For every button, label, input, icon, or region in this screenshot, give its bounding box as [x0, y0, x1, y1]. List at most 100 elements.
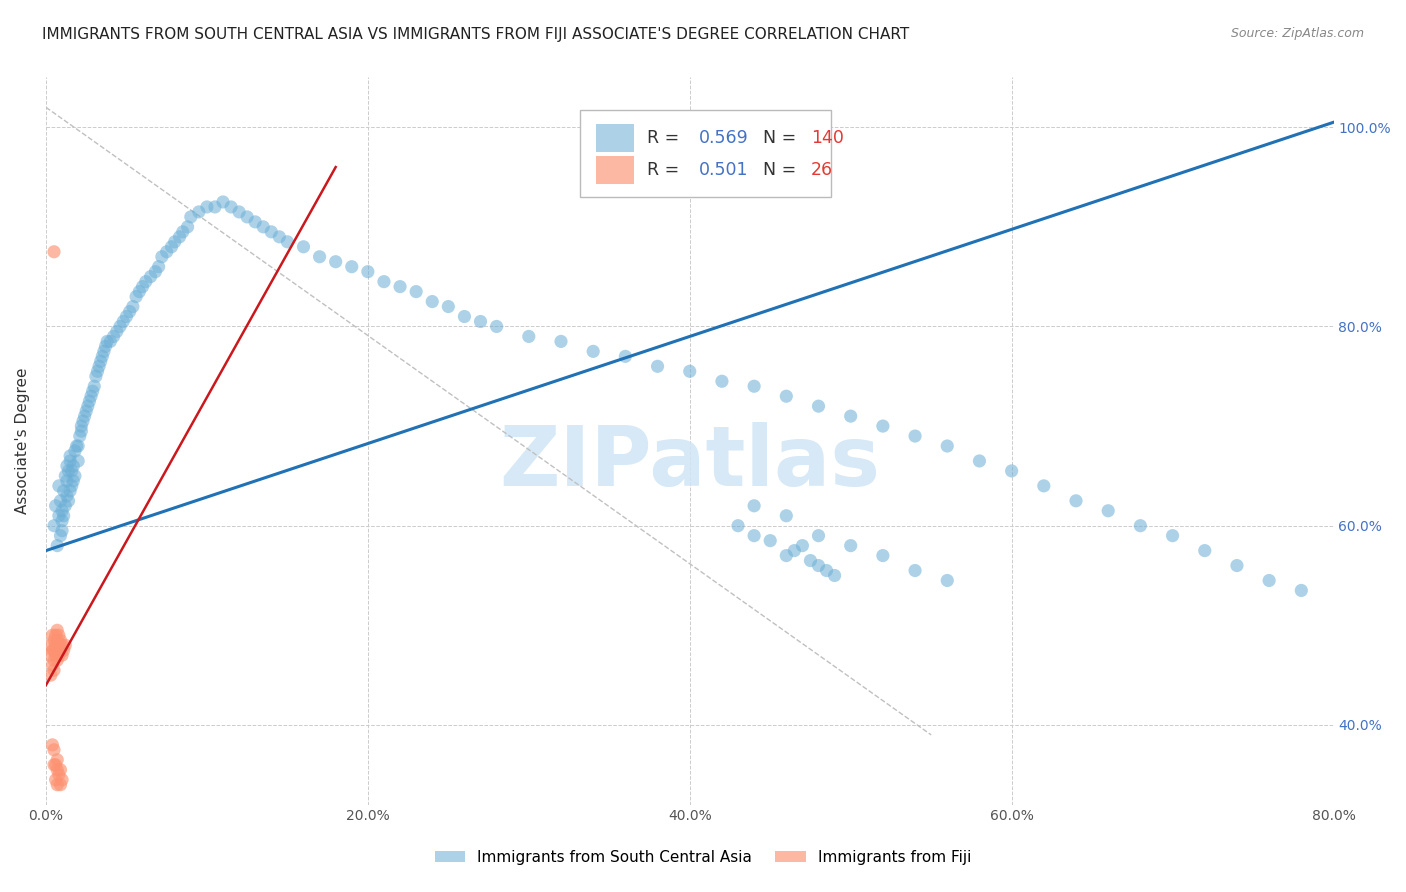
Point	[41, 738, 63, 752]
Y-axis label: Associate's Degree: Associate's Degree	[15, 368, 30, 515]
Point	[63, 469, 86, 483]
Point	[783, 543, 806, 558]
Point	[759, 533, 782, 548]
Point	[1226, 558, 1249, 573]
Point	[96, 334, 118, 349]
Point	[260, 225, 283, 239]
Point	[48, 479, 70, 493]
Point	[42, 663, 65, 677]
Point	[46, 539, 69, 553]
Point	[118, 304, 141, 318]
Point	[42, 518, 65, 533]
Point	[245, 215, 267, 229]
Text: N =: N =	[763, 161, 801, 178]
Point	[90, 354, 112, 368]
Point	[73, 409, 96, 424]
Point	[52, 483, 75, 498]
Point	[63, 444, 86, 458]
Point	[824, 568, 846, 582]
Point	[80, 389, 103, 403]
Point	[49, 529, 72, 543]
Point	[51, 524, 73, 538]
Point	[807, 399, 830, 413]
Point	[108, 319, 131, 334]
Point	[163, 235, 186, 249]
Point	[70, 424, 93, 438]
Point	[48, 648, 70, 663]
Point	[59, 449, 82, 463]
Point	[49, 778, 72, 792]
Point	[131, 279, 153, 293]
Point	[62, 474, 84, 488]
Text: N =: N =	[763, 128, 801, 147]
Point	[839, 409, 862, 424]
Point	[373, 275, 395, 289]
Point	[70, 419, 93, 434]
Point	[51, 514, 73, 528]
Text: Source: ZipAtlas.com: Source: ZipAtlas.com	[1230, 27, 1364, 40]
Point	[45, 757, 67, 772]
Text: R =: R =	[647, 128, 685, 147]
Point	[292, 240, 315, 254]
Point	[103, 329, 125, 343]
Point	[115, 310, 138, 324]
Point	[904, 564, 927, 578]
Point	[49, 633, 72, 648]
Text: 0.501: 0.501	[699, 161, 748, 178]
Point	[82, 384, 104, 399]
Point	[59, 483, 82, 498]
Point	[936, 439, 959, 453]
Point	[807, 529, 830, 543]
Point	[46, 653, 69, 667]
Point	[105, 325, 128, 339]
Point	[187, 205, 209, 219]
Point	[872, 419, 894, 434]
Point	[389, 279, 412, 293]
Point	[41, 658, 63, 673]
Text: 0.569: 0.569	[699, 128, 748, 147]
Point	[325, 254, 347, 268]
Point	[815, 564, 838, 578]
Text: 26: 26	[811, 161, 832, 178]
Point	[62, 458, 84, 473]
Point	[72, 414, 94, 428]
Point	[51, 638, 73, 652]
Point	[169, 229, 191, 244]
Text: R =: R =	[647, 161, 685, 178]
Point	[84, 369, 107, 384]
Point	[122, 300, 145, 314]
Point	[1001, 464, 1024, 478]
Point	[56, 489, 79, 503]
Point	[969, 454, 991, 468]
Point	[60, 479, 83, 493]
Point	[904, 429, 927, 443]
Point	[252, 219, 274, 234]
Point	[58, 464, 80, 478]
Point	[46, 624, 69, 638]
Point	[148, 260, 170, 274]
Point	[128, 285, 150, 299]
Point	[742, 379, 765, 393]
Point	[437, 300, 460, 314]
Point	[775, 549, 797, 563]
Point	[60, 464, 83, 478]
Point	[86, 364, 108, 378]
Point	[46, 643, 69, 657]
Text: ZIPatlas: ZIPatlas	[499, 422, 880, 503]
Point	[647, 359, 669, 374]
Point	[470, 314, 492, 328]
Point	[517, 329, 540, 343]
Point	[41, 643, 63, 657]
Point	[53, 499, 76, 513]
Point	[87, 359, 110, 374]
Point	[48, 768, 70, 782]
Point	[550, 334, 572, 349]
Point	[38, 648, 60, 663]
Point	[49, 643, 72, 657]
Point	[125, 289, 148, 303]
Point	[775, 389, 797, 403]
Point	[46, 778, 69, 792]
Point	[340, 260, 363, 274]
Point	[139, 269, 162, 284]
Point	[172, 225, 194, 239]
